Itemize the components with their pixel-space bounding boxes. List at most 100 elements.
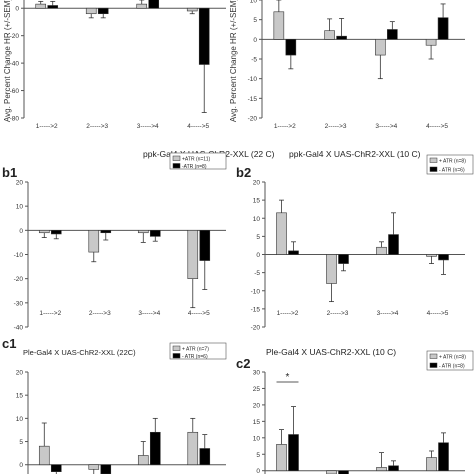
a2-ytick-label: -5	[251, 57, 257, 64]
c2-ytick-label: 10	[253, 435, 261, 442]
a1-plot: 0 -20 -40 -60 -80 1----->2 2----->3 3----->4 4--…	[10, 0, 226, 130]
c1-bar	[88, 464, 100, 470]
c2-title: Ple-Gal4 X UAS-ChR2-XXL (10 C)	[266, 347, 396, 357]
b1-legend-label: +ATR (n=11)	[182, 156, 210, 162]
b2-bar	[338, 254, 349, 264]
a1-category-label: 3----->4	[137, 123, 159, 130]
a1-category-label: 2----->3	[86, 123, 108, 130]
b2-bar	[388, 234, 399, 255]
a1-category-label: 4----->5	[187, 123, 209, 130]
b2-legend-swatch	[429, 157, 438, 163]
a1-bar	[85, 7, 97, 15]
b2-ytick-label: -20	[251, 325, 261, 332]
b2-ytick-label: -10	[251, 288, 261, 295]
a2-ytick-label: -10	[248, 76, 258, 83]
c1-bar	[100, 464, 112, 474]
b1-ytick-label: -20	[14, 276, 24, 283]
b1-panel-label: b1	[2, 165, 17, 180]
a2-bar	[375, 39, 386, 56]
b1-bar	[137, 230, 149, 234]
c1-plot: 20 15 10 5 0 + ATR (n=7) - ATR (n=6)	[16, 342, 227, 474]
a1-ytick-label: -60	[10, 88, 20, 95]
b1-category-label: 4----->5	[188, 310, 210, 317]
a2-ytick-label: 0	[253, 37, 257, 44]
c2-ytick-label: 25	[253, 386, 261, 393]
c2-bar	[438, 442, 449, 472]
b1-bar	[38, 230, 50, 234]
b2-ytick-label: -15	[251, 306, 261, 313]
a1-bar	[186, 7, 198, 12]
c2-bar	[276, 444, 287, 472]
c1-legend-swatch	[172, 345, 181, 351]
b1-legend-box	[169, 152, 227, 170]
b2-legend-label: + ATR (n=8)	[439, 158, 466, 164]
b2-ytick-label: 10	[253, 216, 261, 223]
c2-ytick-label: 5	[256, 452, 260, 459]
a1-category-label: 1----->2	[36, 123, 58, 130]
b1-bar	[88, 230, 100, 253]
b2-legend: + ATR (n=8) - ATR (n=6)	[426, 154, 474, 175]
b1-legend-swatch	[172, 163, 181, 169]
b1-ytick-label: -30	[14, 300, 24, 307]
c1-bar	[137, 455, 149, 466]
c2-panel-label: c2	[236, 356, 250, 371]
c2-legend-label: + ATR (n=8)	[439, 354, 466, 360]
a2-plot: 10 5 0 -5 -10 -15 -20 1----->2 2----->3 3----->4 4…	[248, 0, 465, 130]
b2-ytick-label: -5	[254, 270, 260, 277]
a2-bar	[387, 29, 398, 40]
b1-legend-label: -ATR (n=8)	[182, 164, 207, 170]
a2-ylabel: Avg. Percent Change HR (+/-SEM)	[229, 0, 238, 122]
b2-bar	[288, 250, 299, 255]
b1-bar	[100, 230, 112, 234]
a1-ytick-label: -40	[10, 61, 20, 68]
b2-category-label: 1----->2	[277, 310, 299, 317]
b1-legend-swatch	[172, 155, 181, 161]
c2-legend-swatch	[429, 353, 438, 359]
a1-bar	[136, 3, 148, 9]
b2-bar	[276, 212, 287, 255]
c1-panel-label: c1	[2, 336, 16, 351]
a2-category-label: 3----->4	[375, 123, 397, 130]
b2-bar	[376, 246, 387, 255]
b2-ytick-label: 15	[253, 198, 261, 205]
b2-ytick-label: 5	[256, 234, 260, 241]
a1-bar	[148, 0, 160, 9]
b2-legend-swatch	[429, 166, 438, 172]
b1-bar	[187, 230, 199, 279]
c2-bar	[288, 434, 299, 472]
a2-bar	[273, 11, 285, 40]
c1-bar	[38, 445, 50, 466]
a1-bar	[47, 5, 59, 9]
c2-plot: 30 25 20 15 10 5 0 + ATR (n=8) - ATR (n=8) *	[253, 350, 474, 474]
a2-ytick-label: 5	[253, 17, 257, 24]
panel-a2: Avg. Percent Change HR (+/-SEM)	[229, 0, 238, 122]
c1-ytick-label: 5	[19, 439, 23, 446]
b1-plot: 20 10 0 -10 -20 -30 -40 1----->2 2----->3 3----->…	[14, 152, 227, 332]
c2-ytick-label: 20	[253, 402, 261, 409]
c2-ytick-label: 15	[253, 419, 261, 426]
c2-bar	[388, 465, 399, 472]
b2-bar	[438, 254, 449, 261]
c1-bar	[199, 448, 211, 466]
c1-legend-box	[169, 342, 227, 360]
c2-bar	[426, 457, 437, 472]
a1-bar	[35, 3, 47, 9]
c1-bar	[149, 431, 161, 466]
b1-bar	[149, 230, 161, 237]
a1-ytick-label: 0	[15, 6, 19, 13]
a1-bar	[97, 7, 109, 15]
c1-legend-label: - ATR (n=6)	[182, 354, 208, 360]
b2-panel-label: b2	[236, 165, 251, 180]
c2-bar	[326, 470, 337, 474]
a2-ytick-label: 10	[250, 0, 258, 5]
c2-legend-label: - ATR (n=8)	[439, 363, 465, 369]
b1-ytick-label: 10	[16, 204, 24, 211]
b1-category-label: 2----->3	[89, 310, 111, 317]
a2-ytick-label: -20	[248, 116, 258, 123]
b1-bar	[50, 230, 62, 235]
b2-ytick-label: 0	[256, 252, 260, 259]
b1-category-label: 3----->4	[138, 310, 160, 317]
panel-a1: Avg. Percent Change HR (+/-SEM)	[3, 0, 12, 122]
c1-legend-swatch	[172, 353, 181, 359]
